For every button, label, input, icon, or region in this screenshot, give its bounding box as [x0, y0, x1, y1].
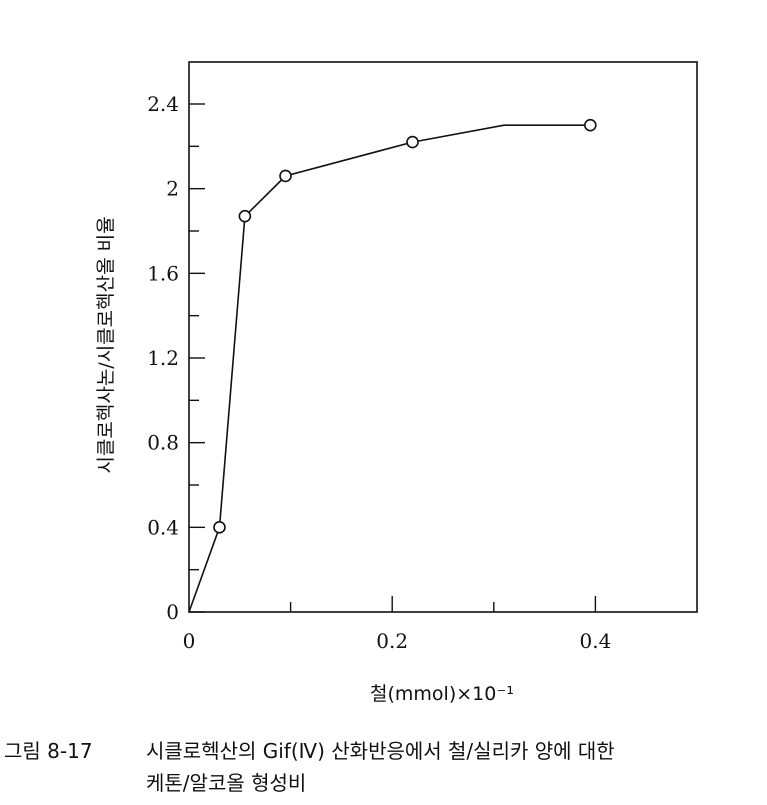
- caption-text-1: 시클로헥산의 Gif(Ⅳ) 산화반응에서 철/실리카 양에 대한: [146, 739, 615, 763]
- y-tick-label: 2: [166, 177, 179, 201]
- series-line: [188, 124, 591, 613]
- y-tick-label: 0.8: [147, 431, 179, 455]
- caption-line-1: 그림 8-17 시클로헥산의 Gif(Ⅳ) 산화반응에서 철/실리카 양에 대한: [0, 735, 767, 767]
- y-tick-label: 0.4: [147, 515, 179, 539]
- data-point-marker: [213, 521, 226, 534]
- caption-line-2: 케톤/알코올 형성비: [146, 771, 307, 795]
- plot-frame: [188, 61, 698, 613]
- x-tick-label: 0.4: [579, 629, 611, 653]
- y-tick-label: 1.6: [147, 261, 179, 285]
- data-point-marker: [238, 209, 252, 223]
- figure-number: 그림 8-17: [4, 739, 93, 763]
- y-axis-title: 시클로헥사논/시클로헥산올 비율: [95, 216, 117, 473]
- axes: [188, 61, 698, 613]
- y-tick-label: 0: [166, 600, 179, 624]
- figure-caption: 그림 8-17 시클로헥산의 Gif(Ⅳ) 산화반응에서 철/실리카 양에 대한 …: [0, 735, 767, 799]
- y-tick-label: 2.4: [147, 92, 179, 116]
- data-point-marker: [584, 118, 597, 132]
- data-point-marker: [406, 135, 419, 149]
- chart: 0 0.4 0.8 1.2 1.6 2 2.4 0 0.2 0.4 철(mmol)×10⁻¹ 시클…: [95, 61, 698, 705]
- data-point-marker: [279, 169, 292, 183]
- y-tick-label: 1.2: [147, 346, 179, 370]
- x-tick-label: 0.2: [376, 629, 408, 653]
- ticks: 0 0.4 0.8 1.2 1.6 2 2.4 0 0.2 0.4: [147, 92, 611, 653]
- x-axis-title: 철(mmol)×10⁻¹: [370, 683, 514, 705]
- series: [188, 118, 597, 613]
- x-tick-label: 0: [183, 629, 196, 653]
